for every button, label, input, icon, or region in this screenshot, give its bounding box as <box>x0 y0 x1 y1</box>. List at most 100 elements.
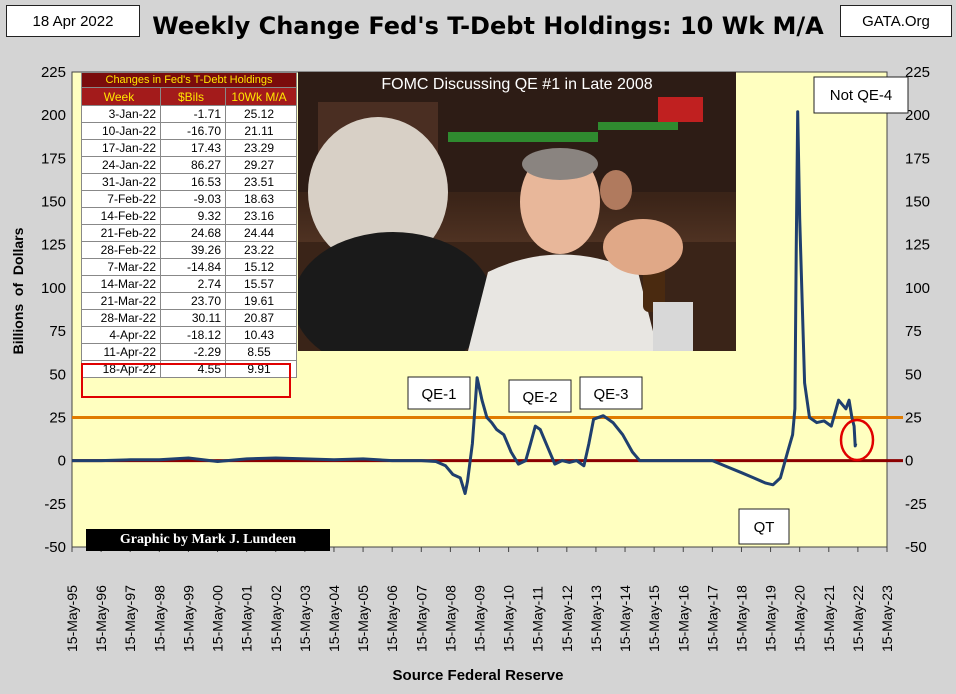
x-tick-label: 15-May-04 <box>326 585 342 652</box>
y-tick-label-left: 200 <box>41 107 66 124</box>
y-tick-label-left: -25 <box>44 496 66 513</box>
x-tick-label: 15-May-23 <box>879 585 895 652</box>
header-bils: $Bils <box>161 88 226 106</box>
cell-ma: 8.55 <box>226 344 297 361</box>
x-tick-label: 15-May-02 <box>268 585 284 652</box>
y-tick-label-right: -25 <box>905 496 927 513</box>
credit-label: Graphic by Mark J. Lundeen <box>86 529 330 551</box>
y-axis-label: Billions of Dollars <box>10 221 26 361</box>
x-tick-label: 15-May-15 <box>646 585 662 652</box>
cell-bils: 23.70 <box>161 293 226 310</box>
y-tick-label-left: 25 <box>49 409 66 426</box>
x-axis-label: Source Federal Reserve <box>0 667 956 684</box>
table-row: 7-Mar-22 -14.84 15.12 <box>82 259 297 276</box>
cell-ma: 23.51 <box>226 174 297 191</box>
x-tick-label: 15-May-16 <box>675 585 691 652</box>
annotation-qe1: QE-1 <box>408 377 470 409</box>
y-ticks-left: -50 -25 0 25 50 75 100 125 150 175 200 225 <box>41 64 66 556</box>
cell-week: 14-Mar-22 <box>82 276 161 293</box>
cell-bils: 9.32 <box>161 208 226 225</box>
cell-ma: 23.29 <box>226 140 297 157</box>
table-row: 4-Apr-22 -18.12 10.43 <box>82 327 297 344</box>
site-label: GATA.Org <box>840 5 952 37</box>
table-row: 10-Jan-22 -16.70 21.11 <box>82 123 297 140</box>
y-tick-label-right: 25 <box>905 409 922 426</box>
cell-ma: 25.12 <box>226 106 297 123</box>
y-tick-label-left: 75 <box>49 323 66 340</box>
cell-bils: 30.11 <box>161 310 226 327</box>
cell-week: 4-Apr-22 <box>82 327 161 344</box>
y-ticks-right: -50 -25 0 25 50 75 100 125 150 175 200 225 <box>905 64 930 556</box>
y-tick-label-left: 100 <box>41 280 66 297</box>
annotation-qe2: QE-2 <box>509 380 571 412</box>
x-tick-label: 15-May-97 <box>122 585 138 652</box>
date-label: 18 Apr 2022 <box>6 5 140 37</box>
table-row: 14-Feb-22 9.32 23.16 <box>82 208 297 225</box>
y-tick-label-left: 0 <box>58 453 66 470</box>
table-caption: Changes in Fed's T-Debt Holdings <box>82 73 297 88</box>
cell-week: 10-Jan-22 <box>82 123 161 140</box>
cell-ma: 20.87 <box>226 310 297 327</box>
cell-ma: 23.22 <box>226 242 297 259</box>
cell-week: 21-Feb-22 <box>82 225 161 242</box>
photo-illustration <box>298 72 736 351</box>
table-row: 31-Jan-22 16.53 23.51 <box>82 174 297 191</box>
x-tick-label: 15-May-03 <box>297 585 313 652</box>
x-tick-label: 15-May-13 <box>588 585 604 652</box>
table-row: 24-Jan-22 86.27 29.27 <box>82 157 297 174</box>
chart-title: Weekly Change Fed's T-Debt Holdings: 10 … <box>138 12 838 40</box>
cell-week: 28-Mar-22 <box>82 310 161 327</box>
cell-week: 3-Jan-22 <box>82 106 161 123</box>
header-ma: 10Wk M/A <box>226 88 297 106</box>
table-row: 18-Apr-22 4.55 9.91 <box>82 361 297 378</box>
cell-bils: 86.27 <box>161 157 226 174</box>
svg-text:QE-2: QE-2 <box>522 389 557 406</box>
cell-ma: 29.27 <box>226 157 297 174</box>
cell-bils: 24.68 <box>161 225 226 242</box>
x-tick-label: 15-May-98 <box>151 585 167 652</box>
cell-week: 28-Feb-22 <box>82 242 161 259</box>
y-tick-label-right: -50 <box>905 539 927 556</box>
x-tick-label: 15-May-09 <box>472 585 488 652</box>
x-tick-label: 15-May-05 <box>355 585 371 652</box>
table-row: 7-Feb-22 -9.03 18.63 <box>82 191 297 208</box>
table-row: 21-Feb-22 24.68 24.44 <box>82 225 297 242</box>
x-ticks: 15-May-95 15-May-96 15-May-97 15-May-98 15-M… <box>64 547 895 652</box>
table-row: 14-Mar-22 2.74 15.57 <box>82 276 297 293</box>
table-row: 11-Apr-22 -2.29 8.55 <box>82 344 297 361</box>
x-tick-label: 15-May-19 <box>763 585 779 652</box>
y-tick-label-left: 175 <box>41 150 66 167</box>
cell-bils: 39.26 <box>161 242 226 259</box>
x-tick-label: 15-May-99 <box>180 585 196 652</box>
cell-ma: 23.16 <box>226 208 297 225</box>
cell-ma: 24.44 <box>226 225 297 242</box>
x-tick-label: 15-May-22 <box>850 585 866 652</box>
table-row: 3-Jan-22 -1.71 25.12 <box>82 106 297 123</box>
y-tick-label-right: 175 <box>905 150 930 167</box>
y-tick-label-left: -50 <box>44 539 66 556</box>
x-tick-label: 15-May-11 <box>530 586 546 652</box>
cell-week: 18-Apr-22 <box>82 361 161 378</box>
cell-bils: -2.29 <box>161 344 226 361</box>
header-week: Week <box>82 88 161 106</box>
x-tick-label: 15-May-20 <box>792 585 808 652</box>
x-tick-label: 15-May-96 <box>93 585 109 652</box>
table-row: 17-Jan-22 17.43 23.29 <box>82 140 297 157</box>
cell-ma: 21.11 <box>226 123 297 140</box>
x-tick-label: 15-May-17 <box>704 585 720 652</box>
cell-bils: 4.55 <box>161 361 226 378</box>
y-tick-label-right: 200 <box>905 107 930 124</box>
svg-text:QE-1: QE-1 <box>421 386 456 403</box>
y-tick-label-left: 50 <box>49 366 66 383</box>
y-tick-label-right: 100 <box>905 280 930 297</box>
x-tick-label: 15-May-10 <box>501 585 517 652</box>
cell-ma: 10.43 <box>226 327 297 344</box>
cell-week: 31-Jan-22 <box>82 174 161 191</box>
cell-week: 14-Feb-22 <box>82 208 161 225</box>
x-tick-label: 15-May-06 <box>384 585 400 652</box>
cell-week: 24-Jan-22 <box>82 157 161 174</box>
cell-bils: -16.70 <box>161 123 226 140</box>
y-tick-label-right: 150 <box>905 194 930 211</box>
y-tick-label-left: 225 <box>41 64 66 81</box>
cell-bils: -18.12 <box>161 327 226 344</box>
